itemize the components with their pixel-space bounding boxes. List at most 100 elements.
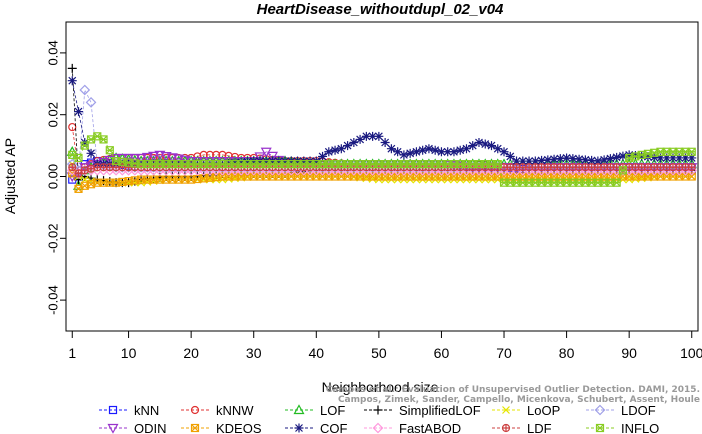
marker-part [107, 423, 119, 434]
data-point [643, 152, 653, 162]
data-point [668, 153, 678, 163]
marker-part [93, 178, 102, 187]
marker-part [294, 423, 304, 433]
data-point [242, 157, 252, 167]
marker-part [368, 131, 378, 141]
data-point [293, 404, 305, 415]
marker-part [199, 150, 208, 159]
data-point [361, 131, 371, 141]
marker-part [75, 169, 83, 177]
marker-part [462, 172, 471, 181]
data-point [480, 139, 490, 149]
marker-part [637, 151, 647, 161]
y-tick-label: 0.02 [46, 102, 61, 127]
marker-part [108, 405, 118, 415]
series-inflo [68, 132, 696, 187]
marker-part [418, 172, 427, 181]
marker-part [191, 424, 199, 432]
marker-part [318, 151, 328, 161]
marker-part [681, 172, 690, 181]
x-tick-label: 30 [246, 345, 262, 361]
data-point [85, 96, 97, 108]
marker-part [424, 144, 434, 154]
data-point [605, 154, 615, 164]
marker-part [574, 154, 584, 164]
marker-part [524, 156, 534, 166]
marker-part [368, 172, 377, 181]
data-point [474, 138, 484, 148]
x-tick-label: 60 [434, 345, 450, 361]
credit-line-2: Campos, Zimek, Sander, Campello, Micenko… [338, 395, 700, 405]
data-point [411, 147, 421, 157]
data-point [336, 144, 346, 154]
data-point [386, 144, 396, 154]
legend-label: INFLO [621, 421, 659, 434]
data-point [537, 155, 547, 165]
data-point [330, 145, 340, 155]
data-point [687, 153, 697, 163]
legend-item: LDOF [586, 403, 656, 418]
y-tick-label: -0.02 [46, 223, 61, 253]
x-tick-label: 1 [68, 345, 76, 361]
series-line [72, 169, 692, 174]
data-point [318, 151, 328, 161]
marker-part [650, 172, 659, 181]
x-tick-label: 70 [496, 345, 512, 361]
marker-part [74, 154, 83, 162]
data-point [501, 423, 511, 433]
marker-part [524, 172, 534, 181]
data-point [380, 138, 390, 148]
marker-part [443, 172, 452, 181]
marker-part [149, 175, 158, 184]
data-point [393, 147, 403, 157]
marker-part [374, 172, 383, 181]
data-point [487, 141, 497, 151]
marker-part [468, 141, 478, 151]
marker-part [305, 172, 315, 181]
marker-part [502, 406, 510, 414]
data-point [374, 131, 384, 141]
data-point [68, 163, 77, 172]
marker-part [405, 148, 415, 158]
data-point [254, 152, 266, 163]
marker-part [343, 141, 353, 151]
marker-part [412, 172, 421, 181]
marker-part [687, 147, 696, 156]
data-point [343, 141, 353, 151]
data-point [574, 154, 584, 164]
marker-part [249, 172, 258, 181]
marker-part [437, 172, 446, 181]
marker-part [330, 172, 340, 181]
marker-part [362, 172, 371, 181]
marker-part [568, 154, 578, 164]
marker-part [255, 172, 265, 181]
marker-part [581, 172, 590, 181]
marker-part [99, 135, 108, 144]
data-point [324, 147, 334, 157]
marker-part [530, 156, 540, 166]
data-point [218, 150, 227, 159]
legend-label: COF [320, 421, 348, 434]
data-point [530, 156, 540, 166]
legend-label: LoOP [527, 403, 560, 418]
marker-part [218, 150, 227, 159]
data-point [649, 152, 659, 162]
marker-part [330, 145, 340, 155]
data-point [205, 150, 215, 159]
marker-part [687, 172, 696, 181]
data-point [368, 131, 378, 141]
marker-part [406, 172, 415, 181]
marker-part [148, 151, 160, 162]
marker-part [618, 166, 627, 175]
y-tick-label: -0.04 [46, 285, 61, 315]
data-point [405, 148, 415, 158]
marker-part [374, 131, 384, 141]
marker-part [575, 172, 584, 181]
data-point [618, 166, 628, 175]
data-point [512, 156, 522, 166]
marker-part [67, 76, 77, 86]
data-point [373, 405, 383, 415]
marker-part [593, 172, 602, 181]
x-tick-label: 100 [680, 345, 702, 361]
data-point [67, 76, 77, 86]
